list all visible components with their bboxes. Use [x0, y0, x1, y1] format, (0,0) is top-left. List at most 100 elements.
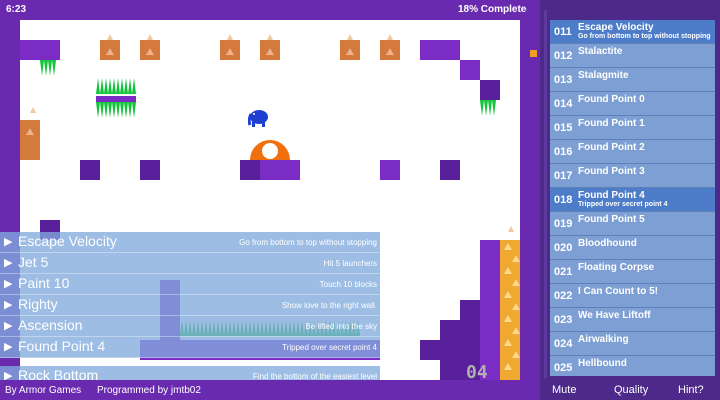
- item-title: Stalactite: [578, 46, 623, 57]
- arrow-right-icon: ▶: [4, 257, 13, 269]
- item-number: 021: [554, 266, 573, 278]
- platform-block: [80, 160, 100, 180]
- achievement-name: Escape Velocity: [18, 233, 117, 249]
- list-item[interactable]: 021 Floating Corpse: [550, 260, 715, 284]
- list-item[interactable]: 022 I Can Count to 5!: [550, 284, 715, 308]
- item-title: We Have Liftoff: [578, 310, 651, 321]
- achievement-name: Ascension: [18, 317, 83, 333]
- item-number: 024: [554, 338, 573, 350]
- list-item[interactable]: 016 Found Point 2: [550, 140, 715, 164]
- achievement-desc: Find the bottom of the easiest level: [252, 372, 377, 381]
- platform-block: [480, 240, 500, 380]
- item-number: 025: [554, 362, 573, 374]
- list-item[interactable]: 023 We Have Liftoff: [550, 308, 715, 332]
- item-number: 018: [554, 194, 573, 206]
- achievement-row: ▶ Escape Velocity Go from bottom to top …: [0, 232, 380, 253]
- item-number: 022: [554, 290, 573, 302]
- crate-block: [20, 120, 40, 160]
- crate-block: [220, 40, 240, 60]
- achievement-row: ▶ Found Point 4 Tripped over secret poin…: [0, 337, 380, 358]
- platform-block: [240, 160, 260, 180]
- list-item[interactable]: 014 Found Point 0: [550, 92, 715, 116]
- top-bar: 6:23 18% Completed: [0, 0, 540, 20]
- game-area[interactable]: 6:23 18% Completed: [0, 0, 540, 400]
- panel-scrollbar[interactable]: [544, 10, 547, 378]
- level-counter: 04: [466, 362, 488, 383]
- platform-block: [460, 60, 480, 80]
- spike-icon: [107, 34, 113, 40]
- achievement-name: Jet 5: [18, 254, 49, 270]
- list-item[interactable]: 025 Hellbound: [550, 356, 715, 376]
- achievement-desc: Be lifted into the sky: [305, 322, 377, 331]
- item-title: Found Point 0: [578, 94, 645, 105]
- achievement-name: Paint 10: [18, 275, 70, 291]
- platform-block: [440, 160, 460, 180]
- panel-controls: Mute Quality Hint?: [540, 380, 720, 400]
- crate-block: [340, 40, 360, 60]
- arrow-right-icon: ▶: [4, 320, 13, 332]
- spike-hazard: [96, 78, 136, 99]
- spike-icon: [147, 34, 153, 40]
- platform-block: [140, 160, 160, 180]
- programmer-credit: Programmed by jmtb02: [97, 385, 201, 396]
- achievements-panel: 011 Escape Velocity Go from bottom to to…: [540, 0, 720, 400]
- spike-icon: [227, 34, 233, 40]
- item-title: Escape Velocity: [578, 22, 654, 33]
- list-item[interactable]: 015 Found Point 1: [550, 116, 715, 140]
- crate-block: [380, 40, 400, 60]
- crate-block: [260, 40, 280, 60]
- item-title: Hellbound: [578, 358, 627, 369]
- list-item[interactable]: 011 Escape Velocity Go from bottom to to…: [550, 20, 715, 44]
- timer: 6:23: [6, 4, 27, 15]
- spike-hazard: [40, 60, 56, 81]
- item-number: 011: [554, 26, 572, 38]
- item-number: 020: [554, 242, 573, 254]
- crate-block: [140, 40, 160, 60]
- crate-pillar: [500, 240, 520, 380]
- platform-block: [260, 160, 300, 180]
- mute-button[interactable]: Mute: [552, 384, 577, 396]
- spike-hazard: [480, 100, 496, 121]
- spike-icon: [30, 107, 36, 113]
- spike-bar: [96, 96, 136, 102]
- list-item[interactable]: 013 Stalagmite: [550, 68, 715, 92]
- platform-block: [20, 40, 60, 60]
- arrow-right-icon: ▶: [4, 278, 13, 290]
- spike-icon: [387, 34, 393, 40]
- list-item[interactable]: 024 Airwalking: [550, 332, 715, 356]
- item-number: 013: [554, 74, 573, 86]
- achievement-row: ▶ Righty Show love to the right wall.: [0, 295, 380, 316]
- item-subtitle: Go from bottom to top without stopping: [578, 33, 711, 40]
- item-title: Found Point 1: [578, 118, 645, 129]
- spike-icon: [347, 34, 353, 40]
- achievement-row: ▶ Jet 5 Hit 5 launchers: [0, 253, 380, 274]
- item-title: Found Point 2: [578, 142, 645, 153]
- spike-hazard: [96, 102, 136, 123]
- item-number: 014: [554, 98, 573, 110]
- achievement-desc: Touch 10 blocks: [319, 280, 377, 289]
- list-item[interactable]: 019 Found Point 5: [550, 212, 715, 236]
- hint-button[interactable]: Hint?: [678, 384, 704, 396]
- achievements-list[interactable]: 011 Escape Velocity Go from bottom to to…: [550, 20, 715, 376]
- quality-button[interactable]: Quality: [614, 384, 649, 396]
- item-title: I Can Count to 5!: [578, 286, 658, 297]
- achievement-name: Found Point 4: [18, 338, 106, 354]
- armor-games-link[interactable]: By Armor Games: [5, 385, 82, 396]
- list-item[interactable]: 018 Found Point 4 Tripped over secret po…: [550, 188, 715, 212]
- item-title: Bloodhound: [578, 238, 637, 249]
- platform-block: [440, 320, 460, 380]
- item-number: 016: [554, 146, 573, 158]
- platform-block: [420, 340, 440, 360]
- list-item[interactable]: 020 Bloodhound: [550, 236, 715, 260]
- bottom-bar: By Armor Games Programmed by jmtb02: [0, 380, 540, 400]
- achievement-row: ▶ Paint 10 Touch 10 blocks: [0, 274, 380, 295]
- list-item[interactable]: 012 Stalactite: [550, 44, 715, 68]
- achievement-name: Righty: [18, 296, 58, 312]
- platform-block: [460, 300, 480, 380]
- launcher-icon: [250, 140, 290, 160]
- arrow-right-icon: ▶: [4, 341, 13, 353]
- spike-icon: [508, 226, 514, 232]
- list-item[interactable]: 017 Found Point 3: [550, 164, 715, 188]
- spike-icon: [267, 34, 273, 40]
- player-elephant-icon: [248, 110, 268, 127]
